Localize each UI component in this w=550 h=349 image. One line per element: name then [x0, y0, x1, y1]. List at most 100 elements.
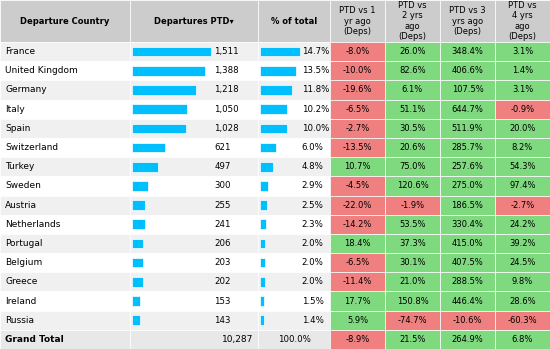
Bar: [385, 119, 440, 138]
Text: 644.7%: 644.7%: [452, 105, 483, 114]
Text: 241: 241: [214, 220, 231, 229]
Text: PTD vs
4 yrs
ago
(Deps): PTD vs 4 yrs ago (Deps): [508, 1, 537, 41]
Bar: [440, 253, 495, 272]
Bar: [130, 291, 258, 311]
Bar: [330, 42, 385, 61]
Bar: [0, 272, 130, 291]
Bar: [132, 47, 211, 57]
Bar: [132, 143, 164, 152]
Bar: [132, 258, 142, 267]
Text: 21.0%: 21.0%: [399, 277, 426, 286]
Text: -74.7%: -74.7%: [398, 316, 427, 325]
Text: 10.0%: 10.0%: [301, 124, 329, 133]
Bar: [132, 220, 145, 229]
Text: -2.7%: -2.7%: [510, 201, 535, 210]
Text: 20.6%: 20.6%: [399, 143, 426, 152]
Bar: [260, 200, 267, 210]
Text: -60.3%: -60.3%: [508, 316, 537, 325]
Bar: [0, 80, 130, 99]
Text: 6.0%: 6.0%: [301, 143, 323, 152]
Text: -22.0%: -22.0%: [343, 201, 372, 210]
Bar: [260, 315, 264, 325]
Text: 1,050: 1,050: [214, 105, 239, 114]
Bar: [495, 80, 550, 99]
Bar: [385, 330, 440, 349]
Text: 1.5%: 1.5%: [301, 297, 323, 305]
Bar: [440, 176, 495, 195]
Text: Spain: Spain: [5, 124, 30, 133]
Bar: [130, 61, 258, 80]
Text: 621: 621: [214, 143, 231, 152]
Bar: [130, 253, 258, 272]
Bar: [0, 234, 130, 253]
Text: 255: 255: [214, 201, 231, 210]
Bar: [385, 253, 440, 272]
Bar: [258, 42, 330, 61]
Text: 300: 300: [214, 181, 231, 191]
Text: Sweden: Sweden: [5, 181, 41, 191]
Bar: [130, 80, 258, 99]
Text: 288.5%: 288.5%: [452, 277, 483, 286]
Text: 100.0%: 100.0%: [278, 335, 310, 344]
Text: 6.8%: 6.8%: [512, 335, 533, 344]
Text: Turkey: Turkey: [5, 162, 34, 171]
Text: 407.5%: 407.5%: [452, 258, 483, 267]
Bar: [132, 315, 140, 325]
Text: -11.4%: -11.4%: [343, 277, 372, 286]
Text: 8.2%: 8.2%: [512, 143, 533, 152]
Bar: [385, 80, 440, 99]
Text: 446.4%: 446.4%: [452, 297, 483, 305]
Bar: [260, 143, 276, 152]
Text: 497: 497: [214, 162, 231, 171]
Text: 53.5%: 53.5%: [399, 220, 426, 229]
Bar: [495, 176, 550, 195]
Bar: [440, 272, 495, 291]
Bar: [0, 330, 130, 349]
Bar: [0, 215, 130, 234]
Text: 1,388: 1,388: [214, 66, 239, 75]
Text: 143: 143: [214, 316, 231, 325]
Text: Germany: Germany: [5, 86, 47, 95]
Text: Portugal: Portugal: [5, 239, 42, 248]
Text: -1.9%: -1.9%: [400, 201, 425, 210]
Text: 26.0%: 26.0%: [399, 47, 426, 56]
Text: 2.5%: 2.5%: [301, 201, 323, 210]
Bar: [130, 0, 258, 42]
Bar: [440, 61, 495, 80]
Bar: [330, 138, 385, 157]
Bar: [258, 176, 330, 195]
Text: 97.4%: 97.4%: [509, 181, 536, 191]
Bar: [330, 330, 385, 349]
Bar: [330, 311, 385, 330]
Bar: [330, 61, 385, 80]
Text: 10.7%: 10.7%: [344, 162, 371, 171]
Bar: [130, 215, 258, 234]
Text: 511.9%: 511.9%: [452, 124, 483, 133]
Bar: [132, 162, 158, 171]
Bar: [495, 42, 550, 61]
Text: 28.6%: 28.6%: [509, 297, 536, 305]
Bar: [330, 291, 385, 311]
Bar: [385, 0, 440, 42]
Bar: [132, 66, 205, 76]
Bar: [0, 0, 130, 42]
Text: 1,218: 1,218: [214, 86, 239, 95]
Text: 24.2%: 24.2%: [509, 220, 536, 229]
Bar: [495, 195, 550, 215]
Bar: [132, 200, 145, 210]
Bar: [258, 253, 330, 272]
Bar: [385, 176, 440, 195]
Bar: [132, 104, 187, 114]
Bar: [385, 291, 440, 311]
Text: 10.2%: 10.2%: [301, 105, 329, 114]
Bar: [258, 215, 330, 234]
Bar: [260, 124, 287, 133]
Bar: [385, 61, 440, 80]
Bar: [330, 119, 385, 138]
Text: -10.0%: -10.0%: [343, 66, 372, 75]
Bar: [132, 85, 196, 95]
Bar: [0, 253, 130, 272]
Bar: [330, 215, 385, 234]
Bar: [132, 239, 143, 248]
Bar: [440, 99, 495, 119]
